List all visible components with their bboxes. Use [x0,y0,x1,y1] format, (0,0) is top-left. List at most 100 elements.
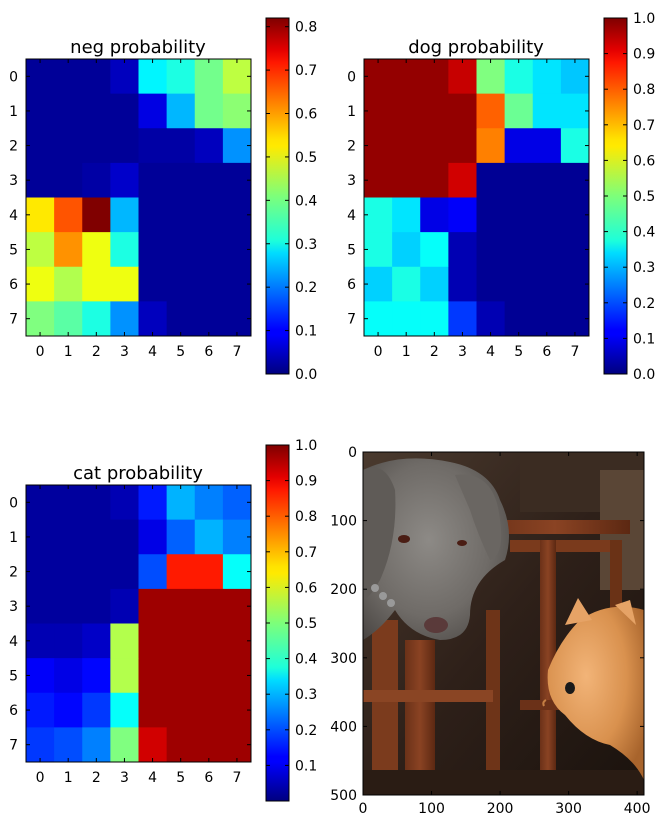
heatmap-cell-r5-c1 [54,232,83,268]
heatmap-cell-r3-c0 [364,162,393,198]
heatmap-cell-r6-c2 [420,266,449,302]
cat-y-ticks: 0 1 2 3 4 5 6 7 [9,495,251,754]
photo-x-tick-label: 0 [359,801,368,817]
heatmap-cell-r2-c6 [194,554,224,590]
heatmap-cell-r6-c2 [82,692,111,728]
heatmap-cell-r2-c0 [364,128,393,164]
photo-panel: 0 100 200 300 400 0 100 200 300 400 500 [330,445,650,817]
heatmap-cell-r0-c3 [110,485,139,521]
colorbar-tick-label: 0.3 [633,260,655,276]
colorbar-tick-label: 0.4 [295,193,317,209]
heatmap-cell-r6-c0 [26,266,55,302]
heatmap-cell-r5-c6 [532,232,562,268]
heatmap-cell-r5-c0 [26,232,55,268]
heatmap-cell-r1-c1 [392,93,421,129]
colorbar-tick-label: 0.5 [633,189,655,205]
heatmap-cell-r2-c1 [392,128,421,164]
heatmap-cell-r6-c0 [364,266,393,302]
y-tick-label: 1 [347,104,356,120]
heatmap-cell-r2-c2 [420,128,449,164]
cat-heatmap-frame [25,484,252,763]
x-tick-label: 4 [148,770,157,786]
heatmap-cell-r6-c5 [504,266,534,302]
x-tick-label: 6 [204,344,213,360]
heatmap-cell-r1-c3 [448,93,477,129]
y-tick-label: 4 [9,634,18,650]
heatmap-cell-r7-c0 [26,301,55,337]
heatmap-cell-r2-c1 [54,554,83,590]
cat-probability-title: cat probability [73,463,203,484]
colorbar-tick-label: 0.8 [295,20,317,36]
heatmap-cell-r0-c4 [138,485,168,521]
heatmap-cell-r0-c4 [476,59,506,95]
heatmap-cell-r6-c3 [110,266,139,302]
neg-x-ticks: 0 1 2 3 4 5 6 7 [36,59,241,360]
dog-probability-panel: dog probability 0 1 2 3 4 5 6 7 0 1 2 3 4 5 6 7 0.0 0.1… [347,11,655,383]
photo-x-tick-label: 400 [624,801,651,817]
heatmap-cell-r6-c1 [392,266,421,302]
heatmap-cell-r5-c3 [110,658,139,694]
heatmap-cell-r5-c2 [82,232,111,268]
colorbar-tick-label: 0.2 [295,280,317,296]
neg-colorbar [265,17,290,375]
photo-y-tick-label: 400 [330,719,357,735]
colorbar-tick-label: 0.1 [633,331,655,347]
heatmap-cell-r4-c0 [26,197,55,233]
x-tick-label: 5 [514,344,523,360]
colorbar-tick-label: 0.7 [295,63,317,79]
heatmap-cell-r7-c5 [166,727,196,763]
colorbar-tick-label: 0.1 [295,758,317,774]
heatmap-cell-r2-c7 [222,554,252,590]
heatmap-cell-r6-c3 [110,692,139,728]
heatmap-cell-r4-c5 [166,197,196,233]
heatmap-cell-r0-c1 [54,59,83,95]
dog-y-ticks: 0 1 2 3 4 5 6 7 [347,69,589,328]
heatmap-cell-r3-c5 [166,162,196,198]
heatmap-cell-r3-c4 [138,588,168,624]
y-tick-label: 7 [9,312,18,328]
heatmap-cell-r0-c6 [194,59,224,95]
heatmap-cell-r4-c0 [364,197,393,233]
heatmap-cell-r4-c6 [194,623,224,659]
heatmap-cell-r1-c0 [364,93,393,129]
x-tick-label: 6 [542,344,551,360]
heatmap-cell-r0-c2 [82,485,111,521]
colorbar-tick-label: 0.6 [295,580,317,596]
x-tick-label: 1 [64,770,73,786]
y-tick-label: 4 [9,208,18,224]
heatmap-cell-r0-c5 [504,59,534,95]
heatmap-cell-r2-c1 [54,128,83,164]
colorbar-tick-label: 0.6 [633,153,655,169]
heatmap-cell-r7-c5 [166,301,196,337]
heatmap-cell-r0-c7 [222,485,252,521]
heatmap-cell-r0-c3 [110,59,139,95]
heatmap-cell-r5-c4 [138,658,168,694]
heatmap-cell-r4-c3 [110,623,139,659]
photo-x-tick-label: 200 [487,801,514,817]
heatmap-cell-r4-c7 [222,197,252,233]
heatmap-cell-r7-c2 [420,301,449,337]
heatmap-cell-r1-c7 [222,93,252,129]
heatmap-cell-r3-c5 [504,162,534,198]
dog-x-ticks: 0 1 2 3 4 5 6 7 [374,59,579,360]
x-tick-label: 0 [374,344,383,360]
heatmap-cell-r2-c7 [222,128,252,164]
colorbar-tick-label: 0.7 [633,118,655,134]
heatmap-cell-r3-c2 [420,162,449,198]
heatmap-cell-r4-c1 [54,197,83,233]
heatmap-cell-r7-c1 [392,301,421,337]
heatmap-cell-r6-c2 [82,266,111,302]
heatmap-cell-r1-c2 [420,93,449,129]
y-tick-label: 7 [347,312,356,328]
x-tick-label: 2 [92,344,101,360]
colorbar-tick-label: 0.0 [295,367,317,383]
heatmap-cell-r4-c3 [110,197,139,233]
heatmap-cell-r6-c7 [222,266,252,302]
heatmap-cell-r2-c3 [110,128,139,164]
heatmap-cell-r7-c3 [448,301,477,337]
heatmap-cell-r0-c7 [560,59,590,95]
heatmap-cell-r7-c0 [26,727,55,763]
y-tick-label: 6 [9,277,18,293]
heatmap-cell-r3-c3 [110,162,139,198]
heatmap-cell-r7-c4 [476,301,506,337]
